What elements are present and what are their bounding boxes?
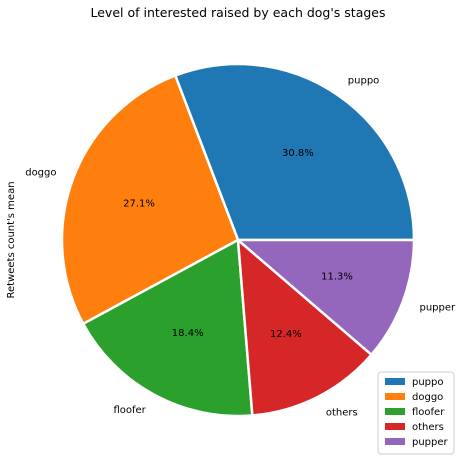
percent-label-pupper: 11.3% [321, 272, 353, 283]
legend-swatch-others [385, 423, 405, 430]
percent-label-others: 12.4% [270, 329, 302, 340]
pie-slice-puppo [174, 62, 416, 242]
category-label-puppo: puppo [348, 76, 380, 87]
legend-label-doggo: doggo [412, 392, 443, 403]
legend-label-others: others [412, 422, 444, 433]
legend-label-floofer: floofer [412, 407, 445, 418]
pie-slice-floofer [81, 238, 254, 418]
category-label-others: others [326, 408, 358, 419]
category-label-pupper: pupper [420, 302, 457, 313]
legend: puppo doggo floofer others pupper [377, 371, 455, 455]
category-label-doggo: doggo [25, 168, 56, 179]
legend-swatch-floofer [385, 408, 405, 415]
pie-labels: puppo 30.8% doggo 27.1% floofer 18.4% others 12… [25, 76, 456, 419]
pie-slices [60, 62, 416, 418]
legend-label-pupper: pupper [412, 437, 449, 448]
legend-swatch-doggo [385, 393, 405, 400]
legend-swatch-puppo [385, 378, 405, 385]
chart-title: Level of interested raised by each dog's… [90, 5, 385, 20]
category-label-floofer: floofer [113, 405, 146, 416]
legend-swatch-pupper [385, 438, 405, 445]
percent-label-doggo: 27.1% [123, 198, 155, 209]
percent-label-floofer: 18.4% [172, 328, 204, 339]
pie-slice-doggo [60, 74, 240, 326]
legend-label-puppo: puppo [412, 377, 444, 388]
pie-slice-pupper [236, 238, 416, 356]
percent-label-puppo: 30.8% [282, 148, 314, 159]
legend-frame [377, 371, 455, 455]
pie-slice-others [236, 238, 373, 417]
y-axis-label: Retweets count's mean [6, 181, 17, 298]
